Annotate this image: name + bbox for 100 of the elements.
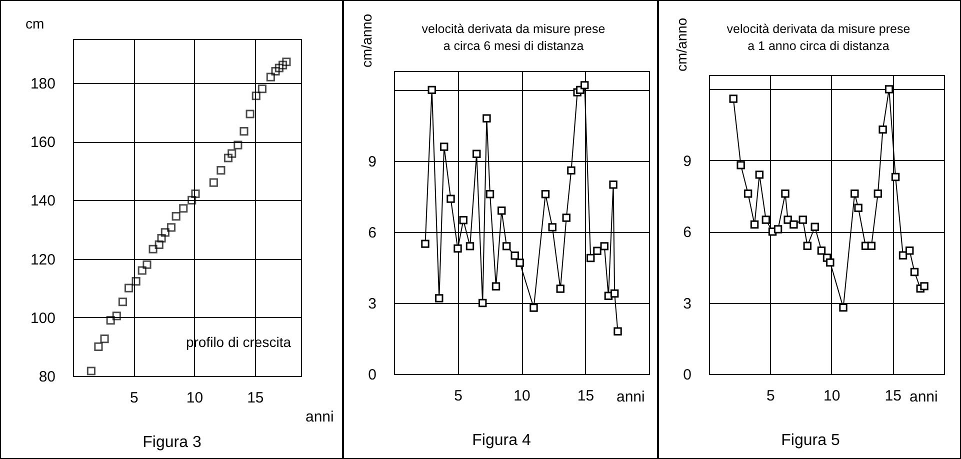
x-tick-label: 5: [766, 388, 775, 404]
point: [906, 246, 914, 255]
y-tick-label: 120: [30, 251, 56, 268]
point: [278, 60, 288, 70]
point: [839, 303, 848, 312]
point: [502, 242, 511, 250]
point: [874, 190, 882, 198]
point: [744, 190, 752, 198]
x-tick-label: 5: [130, 390, 138, 406]
point: [854, 204, 862, 212]
point: [784, 216, 792, 224]
point: [586, 254, 595, 262]
point: [593, 246, 602, 256]
y-axis-title: cm: [26, 16, 44, 32]
text: Figura 5: [781, 432, 840, 449]
point: [729, 94, 738, 103]
point: [541, 190, 550, 198]
point: [138, 266, 146, 275]
point: [240, 127, 248, 136]
point: [614, 327, 622, 336]
y-tick-label: 100: [30, 310, 56, 327]
point: [228, 149, 236, 158]
point: [100, 334, 109, 344]
point: [440, 142, 448, 151]
point: [246, 110, 254, 118]
point: [567, 166, 576, 175]
x-tick-label: 15: [577, 388, 594, 404]
point: [891, 172, 900, 182]
point: [454, 244, 462, 253]
chart-title: velocità derivata da misure prese a 1 anno circa di distanza: [726, 22, 910, 53]
point: [867, 242, 876, 250]
point: [435, 294, 444, 302]
point: [516, 258, 524, 267]
x-axis-title: anni: [616, 388, 645, 406]
point: [562, 214, 570, 222]
point: [428, 86, 436, 94]
y-tick-label: 180: [30, 75, 56, 92]
point: [148, 244, 158, 254]
point: [910, 268, 919, 276]
point: [224, 154, 233, 162]
point: [446, 194, 455, 203]
x-axis-title: anni: [306, 408, 334, 426]
point: [610, 289, 619, 298]
point: [510, 252, 519, 260]
chart-title: velocità derivata da misure prese a circa 6 mesi di distanza: [422, 22, 606, 53]
point: [781, 190, 790, 198]
point: [736, 161, 745, 170]
point: [266, 72, 275, 82]
point: [179, 204, 188, 213]
point: [826, 258, 834, 267]
y-tick-label: 3: [368, 295, 376, 312]
point: [762, 216, 770, 224]
point: [459, 216, 468, 224]
point: [154, 240, 164, 249]
x-tick-label: 15: [247, 390, 264, 406]
point: [209, 178, 218, 187]
point: [556, 284, 564, 293]
y-tick-label: 0: [368, 366, 376, 384]
point: [790, 220, 798, 229]
point: [188, 196, 196, 204]
y-axis-title: cm/anno: [674, 18, 690, 72]
point: [878, 125, 887, 134]
point: [421, 240, 430, 248]
point: [492, 282, 500, 291]
point: [282, 58, 291, 66]
point: [271, 66, 280, 76]
point: [798, 216, 807, 224]
point: [810, 222, 819, 231]
point: [548, 223, 556, 232]
y-tick-label: 9: [683, 152, 692, 170]
point: [755, 170, 764, 179]
point: [166, 223, 176, 232]
point: [234, 140, 242, 150]
point: [482, 114, 491, 122]
y-tick-label: 9: [368, 153, 376, 170]
point: [172, 212, 180, 221]
point: [884, 85, 894, 94]
x-tick-label: 15: [884, 388, 902, 404]
point: [472, 150, 481, 158]
text: Figura 3: [142, 434, 202, 451]
point: [803, 242, 812, 250]
point: [118, 298, 128, 306]
y-tick-label: 6: [368, 224, 376, 242]
point: [157, 234, 166, 243]
point: [216, 166, 226, 175]
x-tick-label: 10: [186, 390, 204, 406]
point: [478, 298, 487, 308]
point: [252, 92, 260, 100]
point: [124, 284, 134, 292]
point: [94, 342, 103, 351]
point: [750, 220, 759, 229]
point: [191, 189, 200, 198]
x-tick-label: 10: [824, 388, 840, 404]
point: [142, 260, 152, 269]
x-tick-label: 10: [514, 388, 530, 404]
point: [86, 366, 96, 376]
point: [486, 190, 494, 198]
point: [898, 251, 908, 260]
y-tick-label: 0: [683, 366, 692, 384]
point: [920, 282, 928, 290]
